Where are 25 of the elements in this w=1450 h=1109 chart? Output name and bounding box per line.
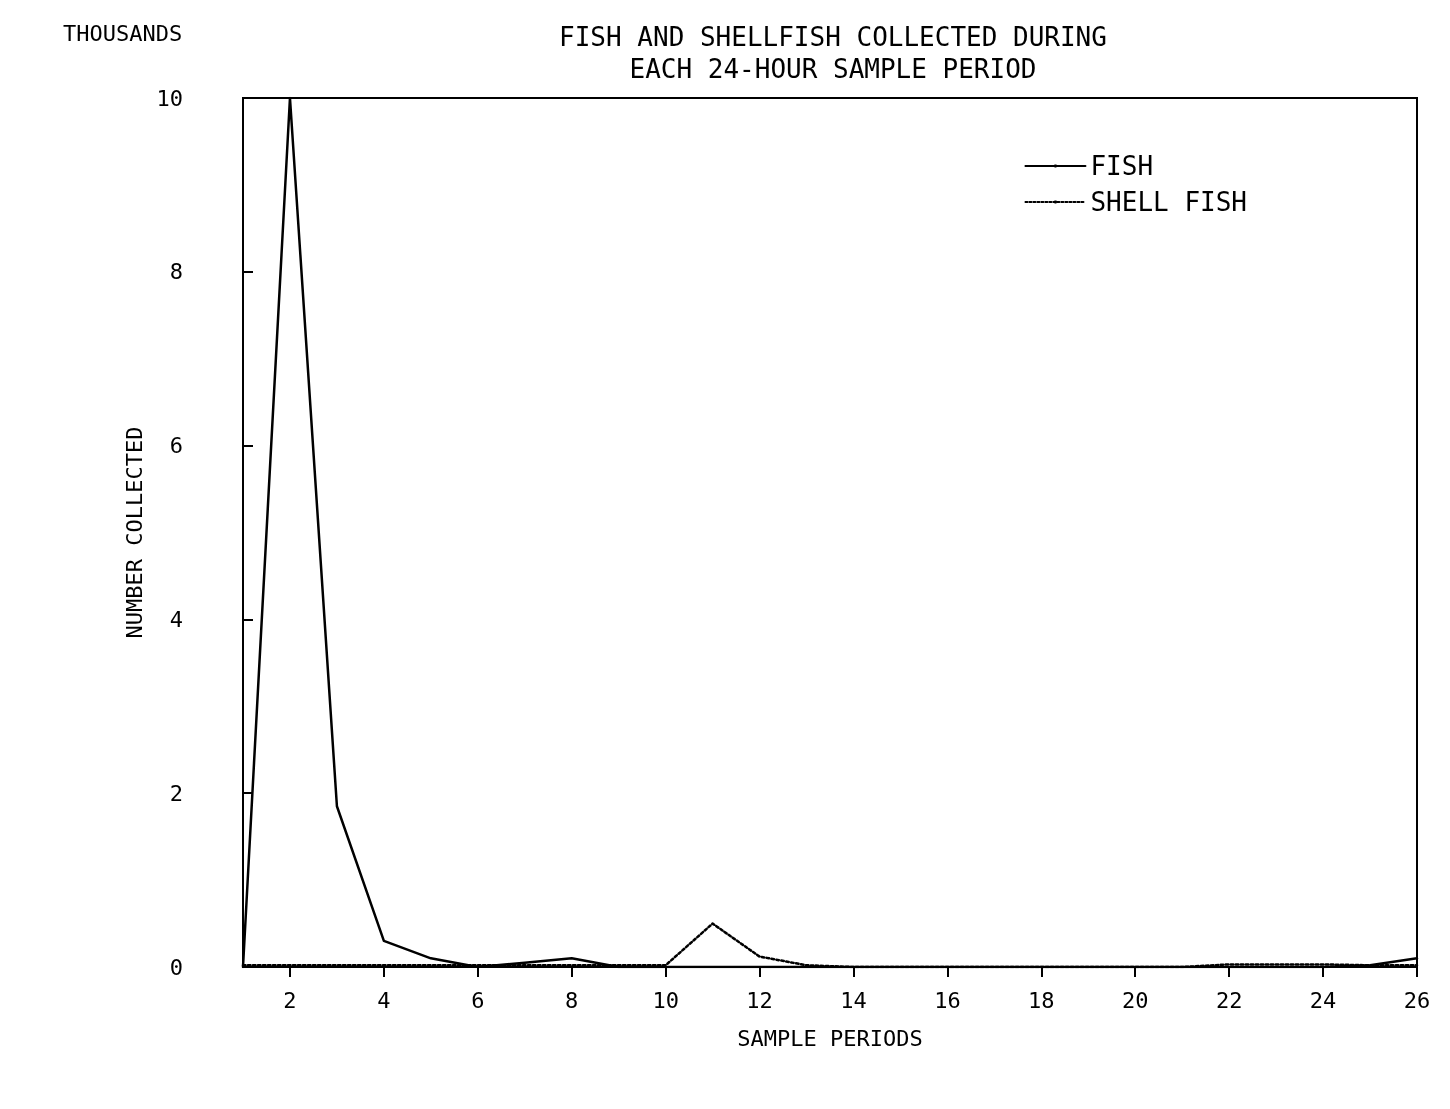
y-axis-title: NUMBER COLLECTED [122,426,148,639]
x-tick-label: 8 [565,987,579,1013]
x-tick-label: 12 [746,987,773,1013]
y-tick-label: 2 [169,780,183,806]
x-tick-label: 18 [1028,987,1055,1013]
y-tick-label: 6 [169,433,183,459]
text: THOUSANDS [63,20,183,46]
x-tick-label: 10 [652,987,679,1013]
legend-label: FISH [1090,151,1154,181]
y-tick-label: 0 [169,954,183,980]
y-tick-label: 10 [156,85,183,111]
x-axis-title: SAMPLE PERIODS [737,1025,923,1051]
legend-label: SHELL FISH [1090,187,1248,217]
y-tick-label: 8 [169,259,183,285]
x-tick-label: 6 [471,987,485,1013]
x-tick-label: 14 [840,987,867,1013]
chart-title: FISH AND SHELLFISH COLLECTED DURING EACH 24-HOUR SAMPLE PERIOD [559,22,1107,84]
y-tick-label: 4 [169,606,183,632]
x-tick-label: 24 [1309,987,1337,1013]
x-tick-label: 26 [1403,987,1431,1013]
x-tick-label: 20 [1121,987,1149,1013]
x-tick-label: 22 [1215,987,1243,1013]
x-tick-label: 16 [934,987,961,1013]
x-tick-label: 2 [283,987,297,1013]
x-tick-label: 4 [377,987,391,1013]
